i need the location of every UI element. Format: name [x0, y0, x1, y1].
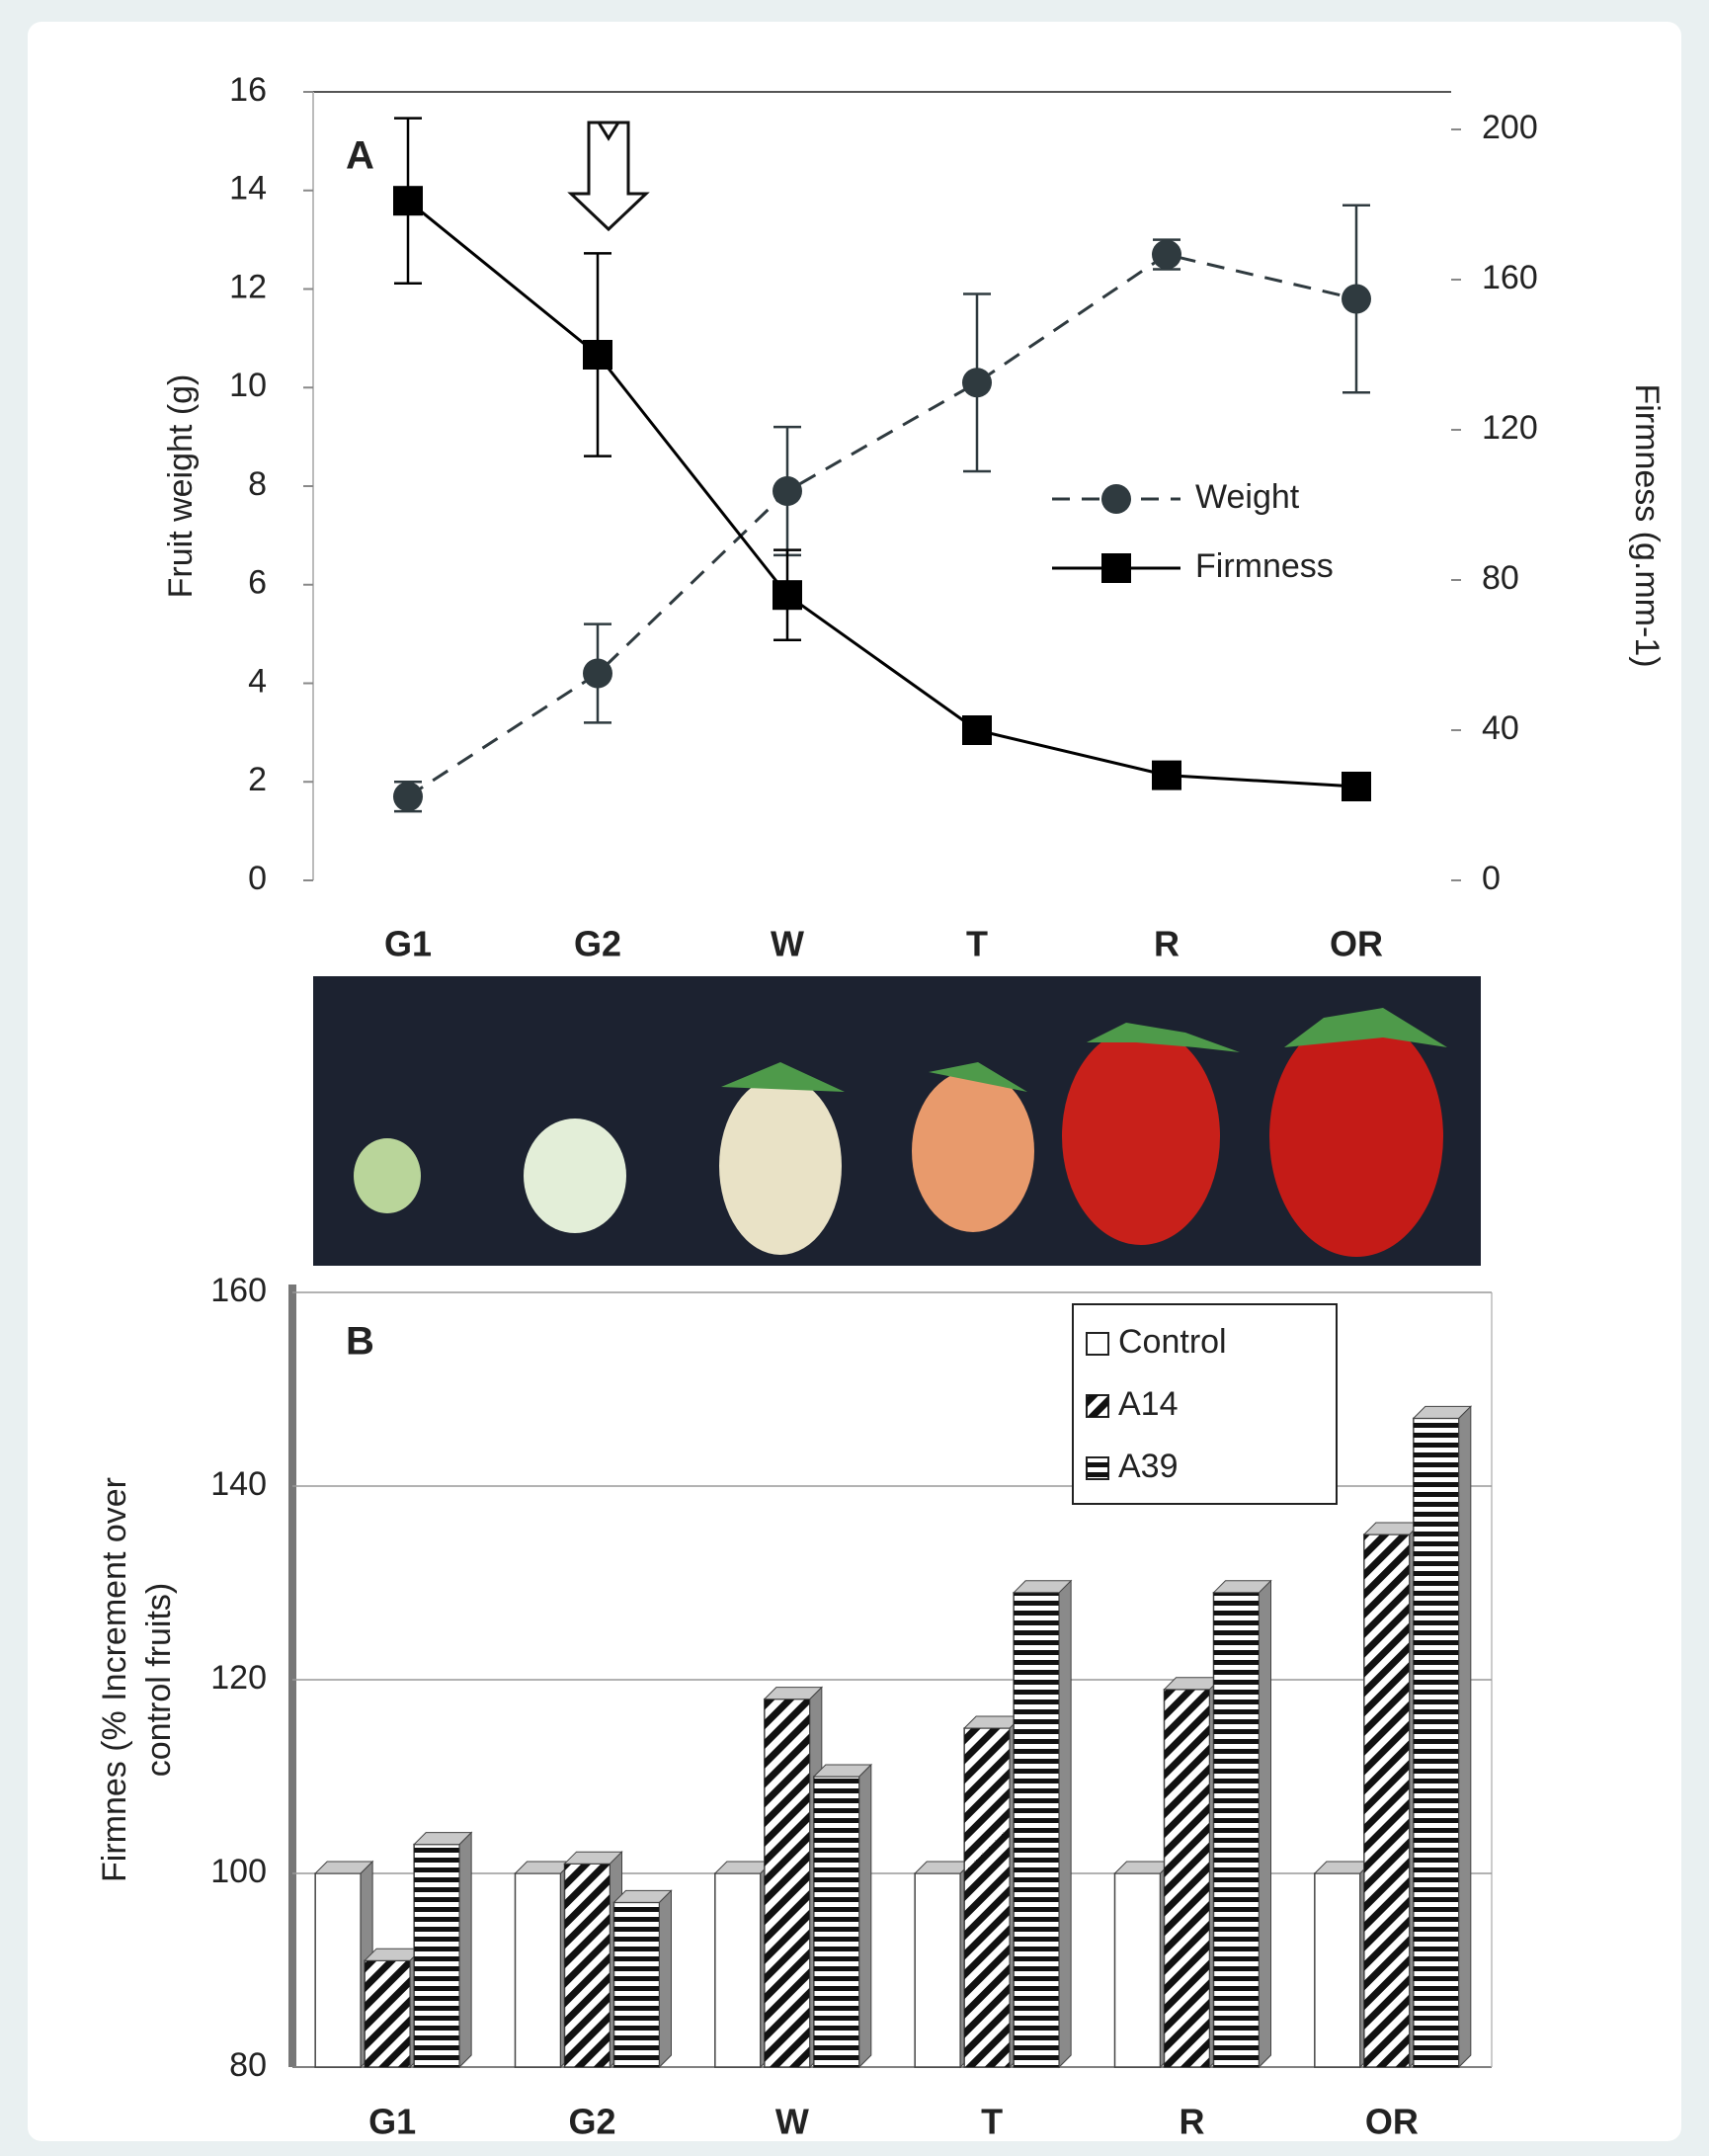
bar-side: [459, 1833, 471, 2067]
bar: [1115, 1873, 1161, 2067]
marker: [1342, 772, 1371, 801]
y-axis-title: Firmnes (% Increment over: [96, 1477, 133, 1882]
legend-swatch-pattern: [1087, 1457, 1108, 1479]
y-tick-label: 100: [210, 1853, 267, 1890]
legend-swatch-pattern: [1087, 1395, 1108, 1417]
marker: [583, 659, 612, 689]
y2-tick-label: 200: [1482, 109, 1538, 146]
bar-pattern: [1364, 1534, 1410, 2067]
legend-marker: [1101, 553, 1131, 583]
x-tick-label: G1: [384, 924, 432, 964]
bar-pattern: [1014, 1593, 1059, 2067]
bar-side: [859, 1765, 871, 2067]
y-tick-label: 14: [229, 170, 267, 207]
y-tick-label: 4: [248, 662, 267, 700]
bar: [1315, 1873, 1360, 2067]
bar-pattern: [614, 1902, 660, 2067]
fruit-photo: [313, 976, 1481, 1266]
bar-pattern: [765, 1700, 810, 2067]
marker: [1342, 284, 1371, 313]
y-tick-label: 12: [229, 268, 267, 305]
x-tick-label: W: [771, 924, 804, 964]
x-tick-label: R: [1154, 924, 1180, 964]
y-tick-label: 2: [248, 761, 267, 798]
y-tick-label: 6: [248, 564, 267, 602]
bar-pattern: [1414, 1418, 1459, 2067]
bar-side: [1059, 1581, 1071, 2067]
bar-side: [660, 1890, 672, 2067]
y-tick-label: 160: [210, 1272, 267, 1309]
bar: [915, 1873, 960, 2067]
x-tick-label: G1: [368, 2102, 416, 2142]
figure: A024681012141604080120160200G1G2WTRORFru…: [0, 0, 1709, 2156]
y2-tick-label: 120: [1482, 409, 1538, 447]
y2-tick-label: 160: [1482, 259, 1538, 296]
y-tick-label: 10: [229, 367, 267, 404]
x-tick-label: R: [1180, 2102, 1205, 2142]
bar-side: [1260, 1581, 1271, 2067]
bar: [516, 1873, 561, 2067]
panel-label: B: [346, 1320, 374, 1364]
marker: [962, 368, 992, 397]
legend-label: Control: [1118, 1323, 1227, 1361]
marker: [583, 340, 612, 370]
legend-swatch: [1087, 1333, 1108, 1355]
bar-pattern: [565, 1864, 610, 2067]
legend-marker: [1101, 484, 1131, 514]
y-tick-label: 0: [248, 860, 267, 897]
y2-tick-label: 40: [1482, 709, 1519, 747]
marker: [393, 782, 423, 811]
y-tick-label: 8: [248, 465, 267, 503]
x-tick-label: T: [966, 924, 988, 964]
bar: [315, 1873, 361, 2067]
x-tick-label: OR: [1330, 924, 1383, 964]
x-tick-label: G2: [568, 2102, 615, 2142]
x-tick-label: OR: [1365, 2102, 1419, 2142]
legend-label: Weight: [1195, 478, 1300, 516]
y-tick-label: 16: [229, 71, 267, 109]
marker: [962, 715, 992, 745]
y-tick-label: 140: [210, 1465, 267, 1503]
bar-pattern: [1165, 1690, 1210, 2067]
bar-pattern: [1214, 1593, 1260, 2067]
y2-tick-label: 80: [1482, 559, 1519, 597]
bar-pattern: [414, 1845, 459, 2067]
y-axis-title: control fruits): [140, 1583, 178, 1778]
marker: [393, 186, 423, 215]
x-tick-label: G2: [574, 924, 621, 964]
x-tick-label: W: [775, 2102, 809, 2142]
legend-label: Firmness: [1195, 547, 1334, 585]
bar-pattern: [365, 1960, 410, 2067]
y-tick-label: 80: [229, 2046, 267, 2084]
bar-side: [1459, 1406, 1471, 2067]
y-tick-label: 120: [210, 1659, 267, 1697]
bar: [715, 1873, 761, 2067]
y2-tick-label: 0: [1482, 860, 1501, 897]
marker: [773, 476, 802, 506]
y2-axis-title: Firmness (g.mm-1): [1628, 383, 1666, 667]
bar-pattern: [964, 1728, 1010, 2067]
x-tick-label: T: [981, 2102, 1003, 2142]
bar-pattern: [814, 1777, 859, 2067]
y-axis-title: Fruit weight (g): [162, 374, 200, 599]
marker: [1152, 761, 1181, 790]
marker: [1152, 240, 1181, 270]
legend-label: A14: [1118, 1385, 1179, 1423]
panel-label: A: [346, 134, 374, 178]
page: {"chart_data": [ {"type": "line", "panel…: [0, 0, 1709, 2156]
legend-label: A39: [1118, 1448, 1179, 1485]
marker: [773, 580, 802, 610]
